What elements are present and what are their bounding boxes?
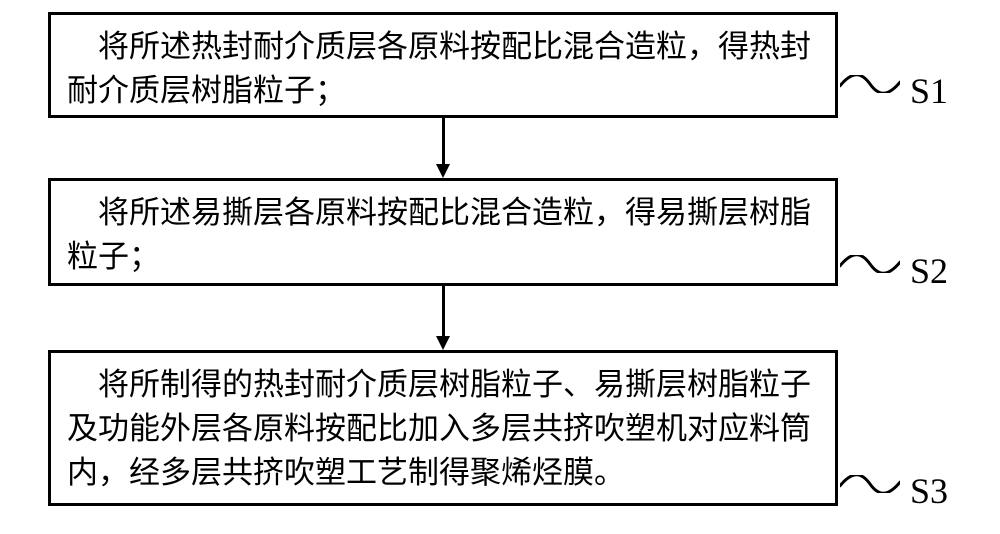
arrow-line-2 (442, 286, 445, 336)
arrow-head-2 (436, 336, 450, 350)
step-label-s1: S1 (910, 70, 948, 112)
step-box-s2: 将所述易撕层各原料按配比混合造粒，得易撕层树脂粒子； (48, 178, 838, 286)
step-text-s3: 将所制得的热封耐介质层树脂粒子、易撕层树脂粒子及功能外层各原料按配比加入多层共挤… (51, 353, 835, 495)
step-label-s3: S3 (910, 470, 948, 512)
step-text-s1: 将所述热封耐介质层各原料按配比混合造粒，得热封耐介质层树脂粒子； (51, 15, 835, 113)
tilde-connector-s2 (840, 255, 900, 273)
arrow-head-1 (436, 164, 450, 178)
step-box-s1: 将所述热封耐介质层各原料按配比混合造粒，得热封耐介质层树脂粒子； (48, 12, 838, 118)
step-text-s2: 将所述易撕层各原料按配比混合造粒，得易撕层树脂粒子； (51, 181, 835, 279)
step-label-s2: S2 (910, 250, 948, 292)
step-box-s3: 将所制得的热封耐介质层树脂粒子、易撕层树脂粒子及功能外层各原料按配比加入多层共挤… (48, 350, 838, 506)
tilde-connector-s3 (840, 475, 900, 493)
tilde-connector-s1 (840, 75, 900, 93)
arrow-line-1 (442, 118, 445, 164)
flowchart-canvas: 将所述热封耐介质层各原料按配比混合造粒，得热封耐介质层树脂粒子； 将所述易撕层各… (0, 0, 1000, 534)
